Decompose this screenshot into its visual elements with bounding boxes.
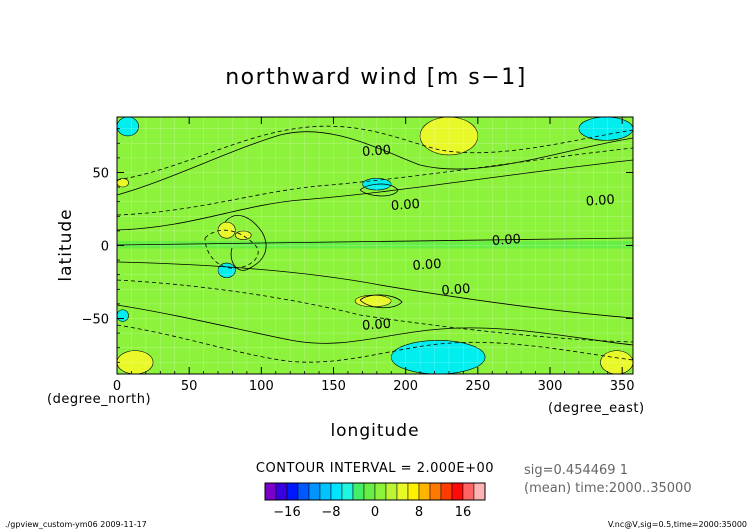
colorbar-tick-label: −16	[273, 505, 300, 520]
colorbar-frame	[264, 482, 486, 501]
colorbar-cell	[462, 482, 475, 501]
colorbar-cell	[319, 482, 332, 501]
x-tick-label: 200	[393, 379, 418, 394]
contour-interval: CONTOUR INTERVAL = 2.000E+00	[256, 461, 494, 476]
contour-label: 0.00	[441, 282, 471, 299]
color-region	[117, 241, 633, 249]
color-region	[116, 309, 129, 322]
y-tick-label: 0	[101, 240, 109, 255]
footer-left: ./gpview_custom-ym06 2009-11-17	[5, 520, 147, 529]
colorbar-cell	[341, 482, 354, 501]
footer-right: V.nc@V,sig=0.5,time=2000:35000	[608, 520, 747, 529]
color-region	[116, 116, 139, 137]
colorbar-cell	[451, 482, 464, 501]
colorbar-cell	[473, 482, 486, 501]
contour-line	[116, 159, 634, 231]
x-tick-label: 300	[538, 379, 563, 394]
grid	[116, 117, 633, 374]
colorbar-ticks: −16 −8 0 8 16	[273, 505, 471, 520]
x-tick-label: 150	[321, 379, 346, 394]
colorbar-cell	[286, 482, 299, 501]
colorbar	[264, 482, 486, 501]
colorbar-cell	[396, 482, 409, 501]
colorbar-cell	[407, 482, 420, 501]
colorbar-cell	[418, 482, 431, 501]
contour-label: 0.00	[412, 257, 442, 274]
contour-line	[116, 125, 634, 181]
x-tick-label: 350	[610, 379, 635, 394]
color-region	[235, 230, 252, 240]
contour-lines	[116, 125, 634, 363]
contour-label: 0.00	[362, 143, 392, 160]
plot-area: 0.00 0.00 0.00 0.00 0.00 0.00 0.00 0 50 100 150 20…	[82, 116, 635, 394]
colorbar-cell	[330, 482, 343, 501]
contour-label: 0.00	[362, 317, 392, 334]
y-ticks: −50 0 50	[82, 128, 633, 363]
contour-line	[116, 261, 634, 319]
contour-line	[116, 324, 634, 363]
contour-label: 0.00	[390, 197, 420, 214]
x-axis-unit: (degree_east)	[548, 401, 645, 416]
colorbar-tick-label: 8	[415, 505, 423, 520]
color-region	[217, 262, 236, 278]
colorbar-cell	[429, 482, 442, 501]
colorbar-tick-label: 16	[455, 505, 472, 520]
contour-line	[359, 183, 399, 197]
colorbar-cell	[440, 482, 453, 501]
contour-line	[116, 279, 634, 343]
color-regions	[116, 116, 634, 375]
x-tick-label: 250	[465, 379, 490, 394]
colorbar-cell	[363, 482, 376, 501]
x-tick-label: 100	[249, 379, 274, 394]
colorbar-cell	[352, 482, 365, 501]
chart-title: northward wind [m s−1]	[225, 65, 527, 90]
y-axis-label: latitude	[56, 208, 76, 281]
colorbar-tick-label: 0	[371, 505, 379, 520]
contour-line	[224, 215, 267, 271]
info-sig: sig=0.454469 1	[524, 463, 628, 478]
contour-line	[204, 229, 259, 269]
x-tick-label: 0	[113, 379, 121, 394]
colorbar-cell	[275, 482, 288, 501]
contour-line	[116, 304, 634, 346]
x-ticks: 0 50 100 150 200 250 300 350	[113, 117, 635, 394]
colorbar-cell	[264, 482, 277, 501]
colorbar-tick-label: −8	[321, 505, 340, 520]
colorbar-cell	[308, 482, 321, 501]
y-tick-label: −50	[82, 313, 109, 328]
x-tick-label: 50	[181, 379, 198, 394]
y-axis-unit: (degree_north)	[47, 392, 151, 407]
y-tick-label: 50	[92, 166, 109, 181]
info-mean: (mean) time:2000..35000	[524, 481, 692, 496]
contour-line	[116, 147, 634, 216]
contour-labels: 0.00 0.00 0.00 0.00 0.00 0.00 0.00	[362, 143, 616, 334]
contour-line	[116, 131, 634, 196]
contour-label: 0.00	[585, 193, 615, 210]
colorbar-cell	[374, 482, 387, 501]
contour-label: 0.00	[491, 232, 521, 249]
x-axis-label: longitude	[330, 421, 419, 441]
colorbar-cell	[297, 482, 310, 501]
colorbar-cell	[385, 482, 398, 501]
contour-line	[359, 294, 403, 309]
